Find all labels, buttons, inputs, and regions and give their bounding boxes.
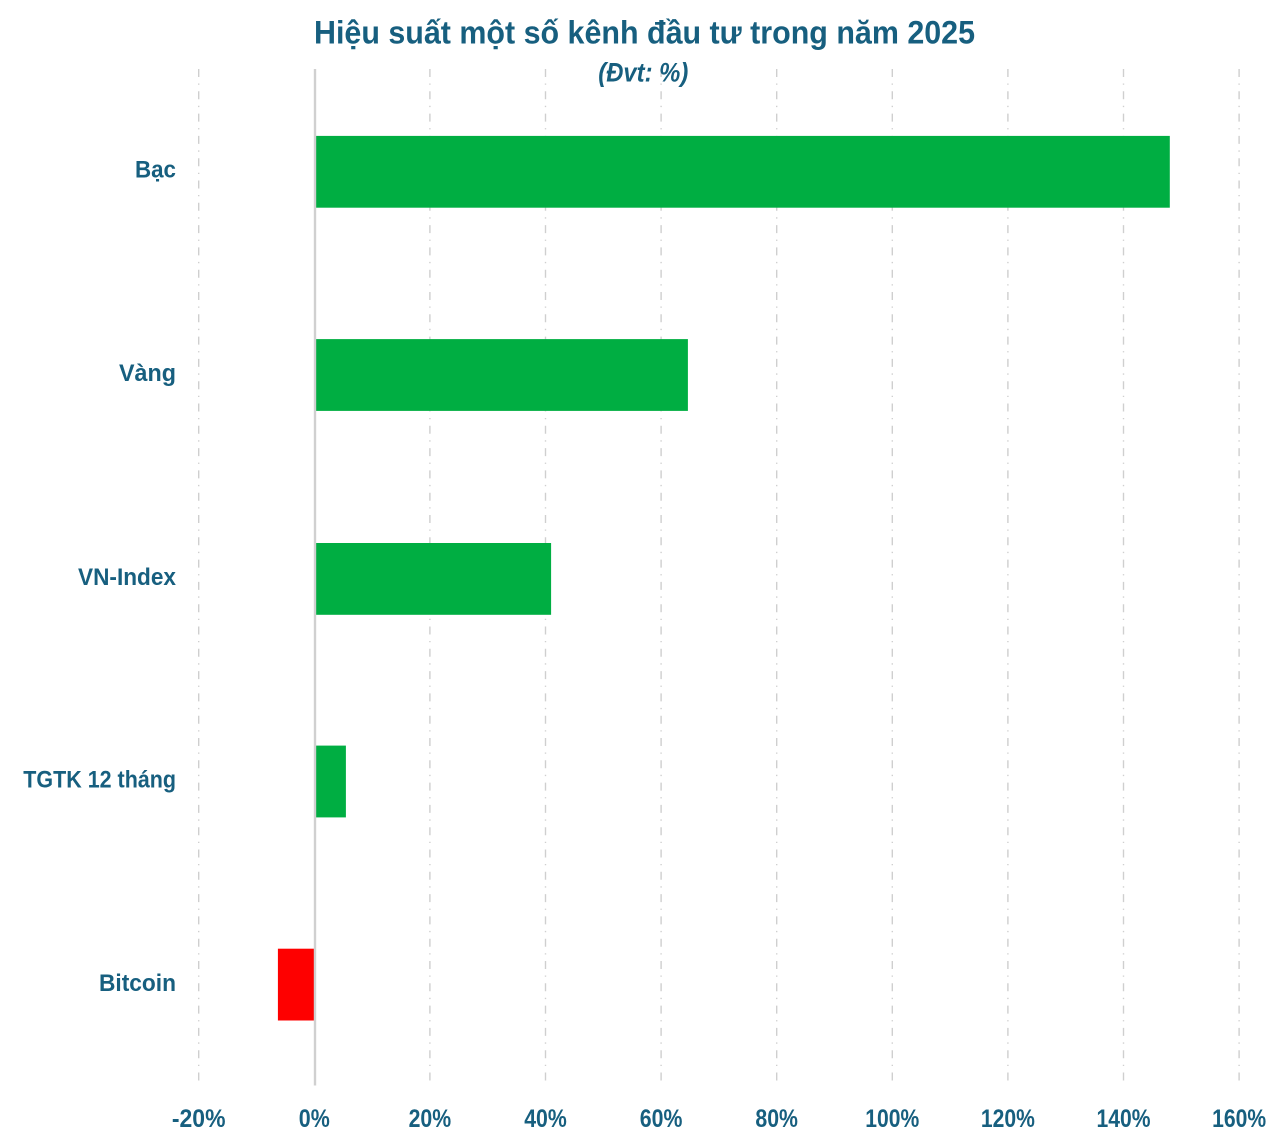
svg-text:Hiệu suất một số kênh đầu tư t: Hiệu suất một số kênh đầu tư trong năm 2… <box>314 14 975 50</box>
svg-text:Bitcoin: Bitcoin <box>99 971 176 997</box>
svg-text:80%: 80% <box>755 1105 798 1133</box>
svg-text:120%: 120% <box>981 1105 1035 1133</box>
svg-text:60%: 60% <box>640 1105 683 1133</box>
svg-text:VN-Index: VN-Index <box>78 565 176 591</box>
svg-text:100%: 100% <box>865 1105 919 1133</box>
svg-text:-20%: -20% <box>172 1105 226 1133</box>
svg-text:140%: 140% <box>1097 1105 1151 1133</box>
svg-text:160%: 160% <box>1212 1105 1266 1133</box>
svg-text:Bạc: Bạc <box>135 158 176 184</box>
svg-text:0%: 0% <box>299 1105 330 1133</box>
svg-text:40%: 40% <box>524 1105 567 1133</box>
svg-text:TGTK 12 tháng: TGTK 12 tháng <box>23 768 176 794</box>
svg-text:20%: 20% <box>409 1105 452 1133</box>
svg-text:(Đvt: %): (Đvt: %) <box>598 58 688 88</box>
svg-text:Vàng: Vàng <box>119 361 176 387</box>
